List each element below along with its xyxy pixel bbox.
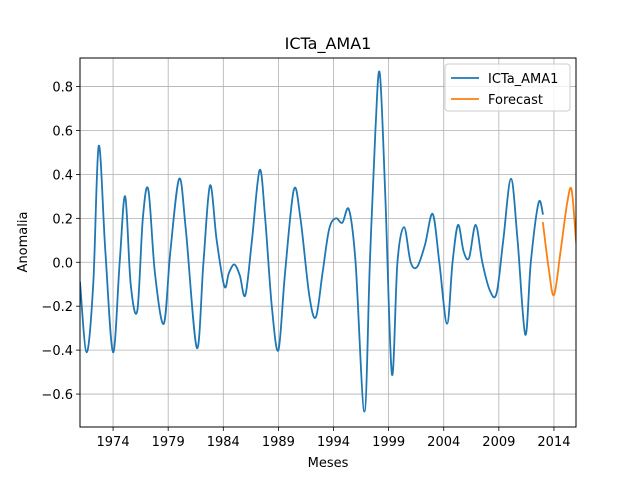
x-tick-label: 1974 <box>97 435 130 450</box>
legend-entry-label: Forecast <box>488 93 543 108</box>
y-axis-label: Anomalia <box>16 212 31 273</box>
y-tick-label: 0.6 <box>52 124 73 139</box>
x-tick-label: 2009 <box>482 435 515 450</box>
chart-title: ICTa_AMA1 <box>285 34 372 54</box>
y-tick-label: −0.6 <box>41 388 73 403</box>
legend-entry-label: ICTa_AMA1 <box>488 72 558 87</box>
x-tick-label: 1999 <box>372 435 405 450</box>
plot-frame <box>79 57 577 428</box>
x-tick-label: 1979 <box>152 435 185 450</box>
series-line-icta-ama1 <box>80 70 544 413</box>
grid <box>80 58 576 427</box>
y-tick-label: 0.8 <box>52 81 73 96</box>
y-tick-label: −0.2 <box>41 300 73 315</box>
y-tick-label: 0.2 <box>52 212 73 227</box>
y-tick-label: 0.0 <box>52 256 73 271</box>
x-tick-label: 1989 <box>262 435 295 450</box>
legend: ICTa_AMA1 Forecast <box>444 63 571 112</box>
y-axis: −0.6 −0.4 −0.2 0.0 0.2 0.4 0.6 0.8 <box>41 81 80 403</box>
x-tick-label: 1994 <box>317 435 350 450</box>
x-tick-label: 2014 <box>537 435 570 450</box>
y-tick-label: −0.4 <box>41 344 73 359</box>
x-axis: 1974 1979 1984 1989 1994 1999 2004 2009 2014 <box>97 427 571 450</box>
x-tick-label: 1984 <box>207 435 240 450</box>
y-tick-label: 0.4 <box>52 168 73 183</box>
x-tick-label: 2004 <box>427 435 460 450</box>
x-axis-label: Meses <box>308 456 349 471</box>
